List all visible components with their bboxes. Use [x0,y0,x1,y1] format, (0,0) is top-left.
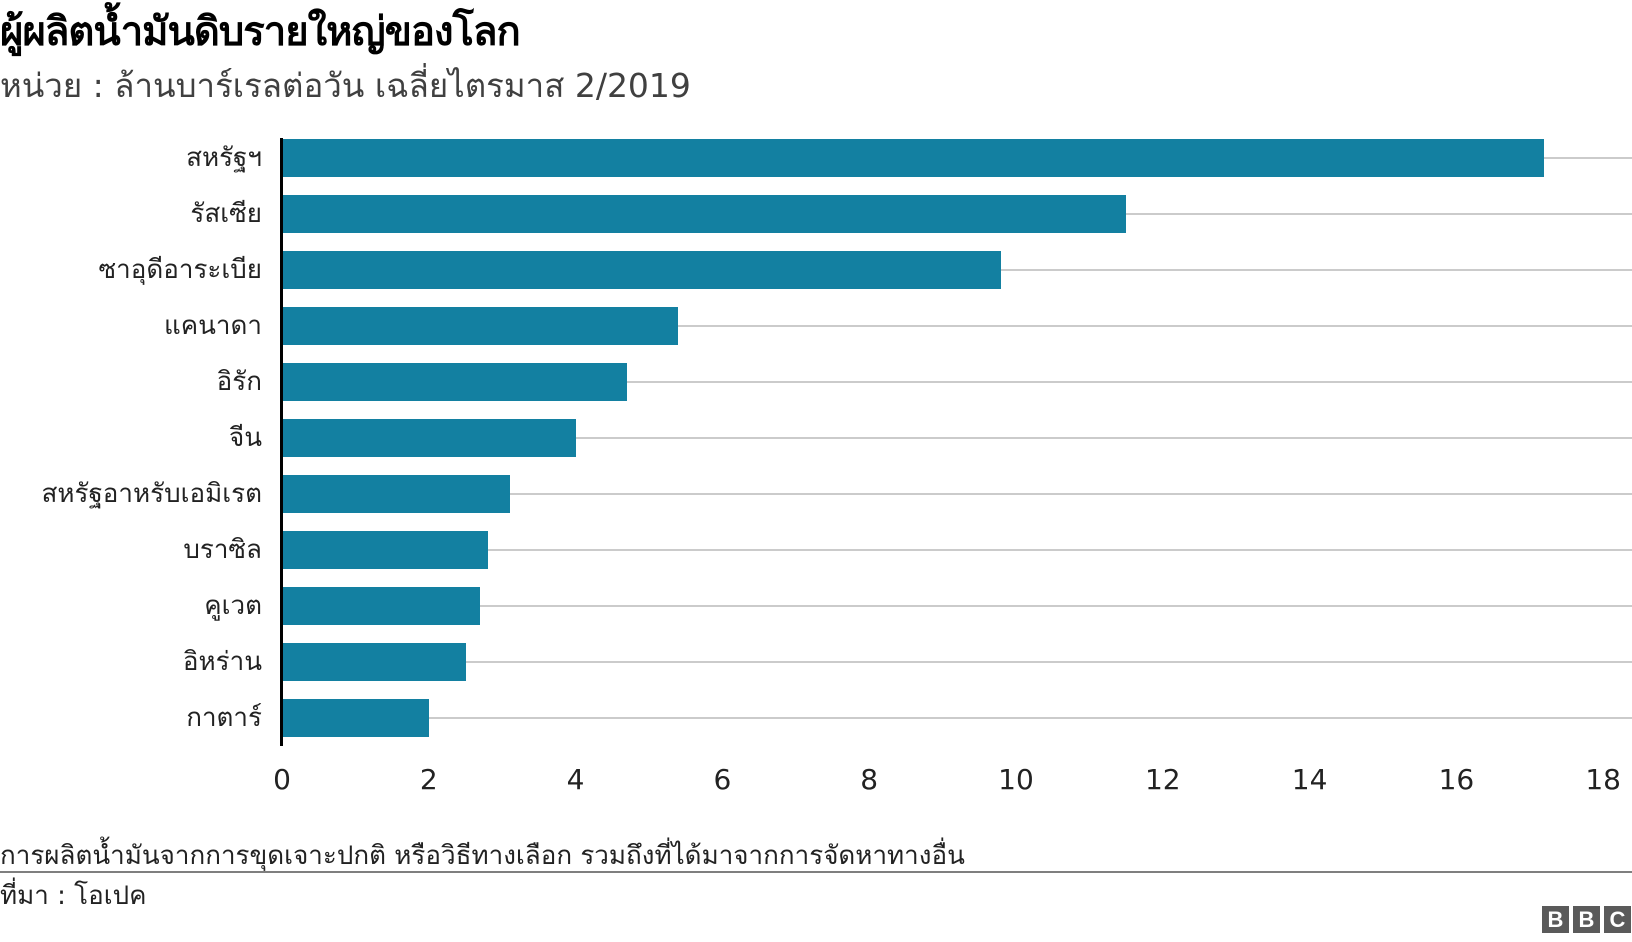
gridline [282,605,1632,607]
bar-chart-plot: สหรัฐฯรัสเซียซาอุดีอาระเบียแคนาดาอิรักจี… [0,130,1632,750]
gridline [282,325,1632,327]
chart-footnote: การผลิตน้ำมันจากการขุดเจาะปกติ หรือวิธีท… [0,841,965,871]
category-label: จีน [228,423,262,453]
gridline [282,437,1632,439]
bar [282,419,576,457]
x-tick-label: 6 [713,763,732,796]
bbc-logo: B B C [1542,906,1631,933]
x-tick-label: 0 [273,763,291,796]
bar-row: คูเวต [0,578,1632,634]
bbc-logo-block: B [1542,906,1569,933]
gridline [282,661,1632,663]
x-tick-label: 10 [998,763,1034,796]
category-label: สหรัฐฯ [186,143,262,173]
bar [282,307,679,345]
gridline [282,549,1632,551]
bbc-logo-block: B [1573,906,1600,933]
category-label: แคนาดา [163,311,262,341]
category-label: รัสเซีย [190,199,262,229]
x-tick-label: 2 [419,763,438,796]
chart-subtitle: หน่วย : ล้านบาร์เรลต่อวัน เฉลี่ยไตรมาส 2… [0,66,691,105]
chart-source: ที่มา : โอเปค [0,881,147,911]
bar-row: ซาอุดีอาระเบีย [0,242,1632,298]
bbc-logo-block: C [1604,906,1631,933]
bar [282,699,429,737]
gridline [282,493,1632,495]
category-label: กาตาร์ [186,703,262,733]
bar-row: สหรัฐอาหรับเอมิเรต [0,466,1632,522]
x-tick-label: 16 [1438,763,1475,796]
footer-divider [0,871,1632,873]
category-label: สหรัฐอาหรับเอมิเรต [41,479,262,509]
x-tick-label: 14 [1291,763,1328,796]
bar [282,363,627,401]
y-axis-line [280,138,283,746]
bar [282,139,1545,177]
x-tick-label: 8 [860,763,879,796]
bar-row: สหรัฐฯ [0,130,1632,186]
bar [282,531,488,569]
x-tick-label: 18 [1585,763,1622,796]
category-label: คูเวต [204,591,262,621]
chart-title: ผู้ผลิตน้ำมันดิบรายใหญ่ของโลก [0,9,521,55]
bar-row: บราซิล [0,522,1632,578]
gridline [282,381,1632,383]
bar [282,251,1002,289]
bar-row: กาตาร์ [0,690,1632,746]
category-label: บราซิล [183,535,262,565]
gridline [282,717,1632,719]
category-label: อิรัก [216,367,262,397]
bar-row: อิหร่าน [0,634,1632,690]
bar [282,587,481,625]
bar [282,643,466,681]
category-label: อิหร่าน [182,647,262,677]
bar-row: รัสเซีย [0,186,1632,242]
bar-row: แคนาดา [0,298,1632,354]
category-label: ซาอุดีอาระเบีย [98,255,262,285]
bar-row: จีน [0,410,1632,466]
x-tick-label: 12 [1144,763,1181,796]
bar [282,195,1127,233]
x-tick-label: 4 [566,763,585,796]
bar [282,475,510,513]
bar-row: อิรัก [0,354,1632,410]
